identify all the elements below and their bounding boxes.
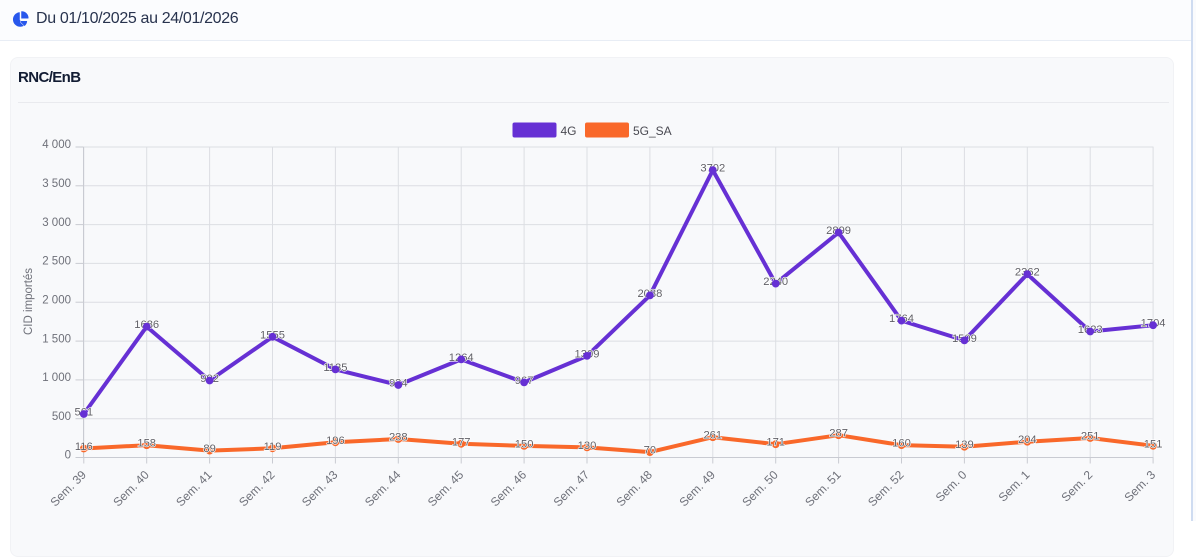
svg-text:Sem. 45: Sem. 45 [425,468,467,510]
svg-text:500: 500 [52,411,71,423]
svg-text:158: 158 [137,438,156,450]
svg-text:139: 139 [955,439,974,451]
svg-text:204: 204 [1018,434,1037,446]
svg-text:Sem. 50: Sem. 50 [739,468,781,510]
svg-text:Sem. 42: Sem. 42 [236,468,278,510]
svg-text:1 000: 1 000 [42,372,71,384]
svg-text:196: 196 [326,435,345,447]
svg-text:261: 261 [703,430,722,442]
svg-text:0: 0 [65,450,71,462]
svg-text:Sem. 43: Sem. 43 [299,468,341,510]
svg-text:238: 238 [389,432,408,444]
svg-text:89: 89 [203,443,215,455]
svg-text:251: 251 [1081,431,1100,443]
svg-text:70: 70 [644,445,656,457]
svg-text:Sem. 52: Sem. 52 [865,468,907,510]
svg-text:2 000: 2 000 [42,294,71,306]
svg-text:Sem. 49: Sem. 49 [676,468,718,510]
svg-text:116: 116 [75,441,93,453]
svg-text:177: 177 [452,436,471,448]
svg-text:Sem. 48: Sem. 48 [614,468,656,510]
svg-text:Sem. 0: Sem. 0 [933,467,970,504]
svg-text:Sem. 39: Sem. 39 [47,468,89,510]
svg-text:4 000: 4 000 [42,139,71,151]
svg-text:Sem. 41: Sem. 41 [173,468,215,510]
svg-text:4G: 4G [561,124,577,138]
svg-text:Sem. 40: Sem. 40 [110,468,152,510]
svg-text:1 500: 1 500 [42,333,71,345]
svg-text:3 500: 3 500 [42,178,71,190]
svg-text:Sem. 46: Sem. 46 [488,468,530,510]
svg-text:Sem. 47: Sem. 47 [551,468,593,510]
svg-text:Sem. 1: Sem. 1 [996,467,1033,504]
svg-text:119: 119 [264,441,282,453]
svg-text:171: 171 [766,437,785,449]
svg-text:130: 130 [578,440,597,452]
svg-text:160: 160 [892,438,911,450]
svg-text:3 000: 3 000 [42,217,71,229]
svg-text:Sem. 51: Sem. 51 [802,468,844,510]
svg-text:Sem. 3: Sem. 3 [1121,467,1158,504]
svg-text:2 500: 2 500 [42,256,71,268]
svg-text:Sem. 44: Sem. 44 [362,468,404,510]
svg-text:5G_SA: 5G_SA [633,124,672,138]
svg-text:CID importés: CID importés [23,268,35,335]
svg-text:151: 151 [1144,438,1163,450]
svg-text:Sem. 2: Sem. 2 [1059,467,1096,504]
svg-text:287: 287 [829,428,848,440]
svg-text:150: 150 [515,438,534,450]
